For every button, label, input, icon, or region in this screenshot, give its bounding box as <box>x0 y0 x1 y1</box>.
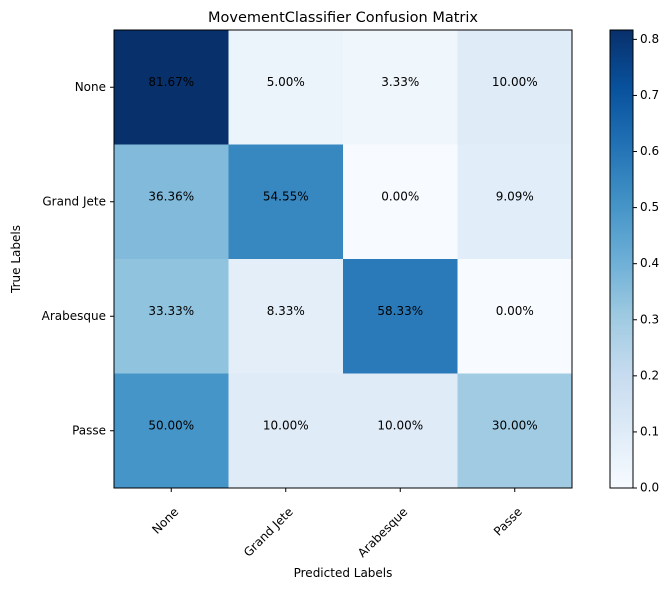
colorbar-tick-label: 0.6 <box>640 144 659 158</box>
x-axis-label: Predicted Labels <box>294 566 393 580</box>
colorbar-ticks: 0.0 0.1 0.2 0.3 0.4 0.5 0.6 0.7 0.8 <box>633 32 659 495</box>
heatmap-cell-labels: 81.67% 5.00% 3.33% 10.00% 36.36% 54.55% 0.00% 9… <box>148 75 537 433</box>
x-tick-label: Arabesque <box>355 505 410 560</box>
x-axis-ticks: None Grand Jete Arabesque Passe <box>149 488 525 560</box>
cell-value-label: 10.00% <box>377 418 423 432</box>
colorbar-tick-label: 0.3 <box>640 312 659 326</box>
colorbar-tick-label: 0.8 <box>640 32 659 46</box>
cell-value-label: 10.00% <box>263 418 309 432</box>
cell-value-label: 50.00% <box>148 418 194 432</box>
cell-value-label: 33.33% <box>148 304 194 318</box>
x-tick-label: Passe <box>491 505 525 539</box>
heatmap-cell <box>114 259 229 374</box>
y-axis-label: True Labels <box>9 225 23 294</box>
cell-value-label: 8.33% <box>267 304 305 318</box>
y-tick-label: Grand Jete <box>42 194 106 208</box>
y-axis-ticks: None Grand Jete Arabesque Passe <box>42 80 114 437</box>
heatmap-cell <box>457 30 573 145</box>
y-tick-label: None <box>75 80 106 94</box>
x-tick-label: Grand Jete <box>241 505 296 560</box>
heatmap-cell <box>457 259 573 374</box>
heatmap-cell <box>343 373 458 489</box>
heatmap-cell <box>114 30 229 145</box>
colorbar-tick-label: 0.4 <box>640 256 659 270</box>
heatmap-cell <box>343 144 458 260</box>
heatmap-cell <box>228 144 344 260</box>
cell-value-label: 0.00% <box>496 304 534 318</box>
colorbar-tick-label: 0.0 <box>640 481 659 495</box>
heatmap-cell <box>457 373 573 489</box>
colorbar-tick-label: 0.2 <box>640 368 659 382</box>
colorbar-tick-label: 0.7 <box>640 88 659 102</box>
cell-value-label: 58.33% <box>377 304 423 318</box>
colorbar-tick-label: 0.1 <box>640 424 659 438</box>
chart-title: MovementClassifier Confusion Matrix <box>208 10 478 26</box>
y-tick-label: Passe <box>72 423 106 437</box>
heatmap-cells <box>114 30 573 489</box>
cell-value-label: 81.67% <box>148 75 194 89</box>
cell-value-label: 9.09% <box>496 189 534 203</box>
cell-value-label: 10.00% <box>492 75 538 89</box>
y-tick-label: Arabesque <box>42 309 106 323</box>
colorbar-tick-label: 0.5 <box>640 200 659 214</box>
plot-frame <box>113 29 573 489</box>
cell-value-label: 5.00% <box>267 75 305 89</box>
cell-value-label: 3.33% <box>381 75 419 89</box>
cell-value-label: 30.00% <box>492 418 538 432</box>
heatmap-cell <box>343 259 458 374</box>
heatmap-cell <box>114 144 229 260</box>
heatmap-cell <box>228 259 344 374</box>
cell-value-label: 54.55% <box>263 189 309 203</box>
heatmap-cell <box>343 30 458 145</box>
heatmap-cell <box>228 30 344 145</box>
heatmap-cell <box>457 144 573 260</box>
x-tick-label: None <box>149 505 181 537</box>
cell-value-label: 0.00% <box>381 189 419 203</box>
colorbar <box>609 29 634 489</box>
heatmap-cell <box>114 373 229 489</box>
heatmap-cell <box>228 373 344 489</box>
cell-value-label: 36.36% <box>148 189 194 203</box>
